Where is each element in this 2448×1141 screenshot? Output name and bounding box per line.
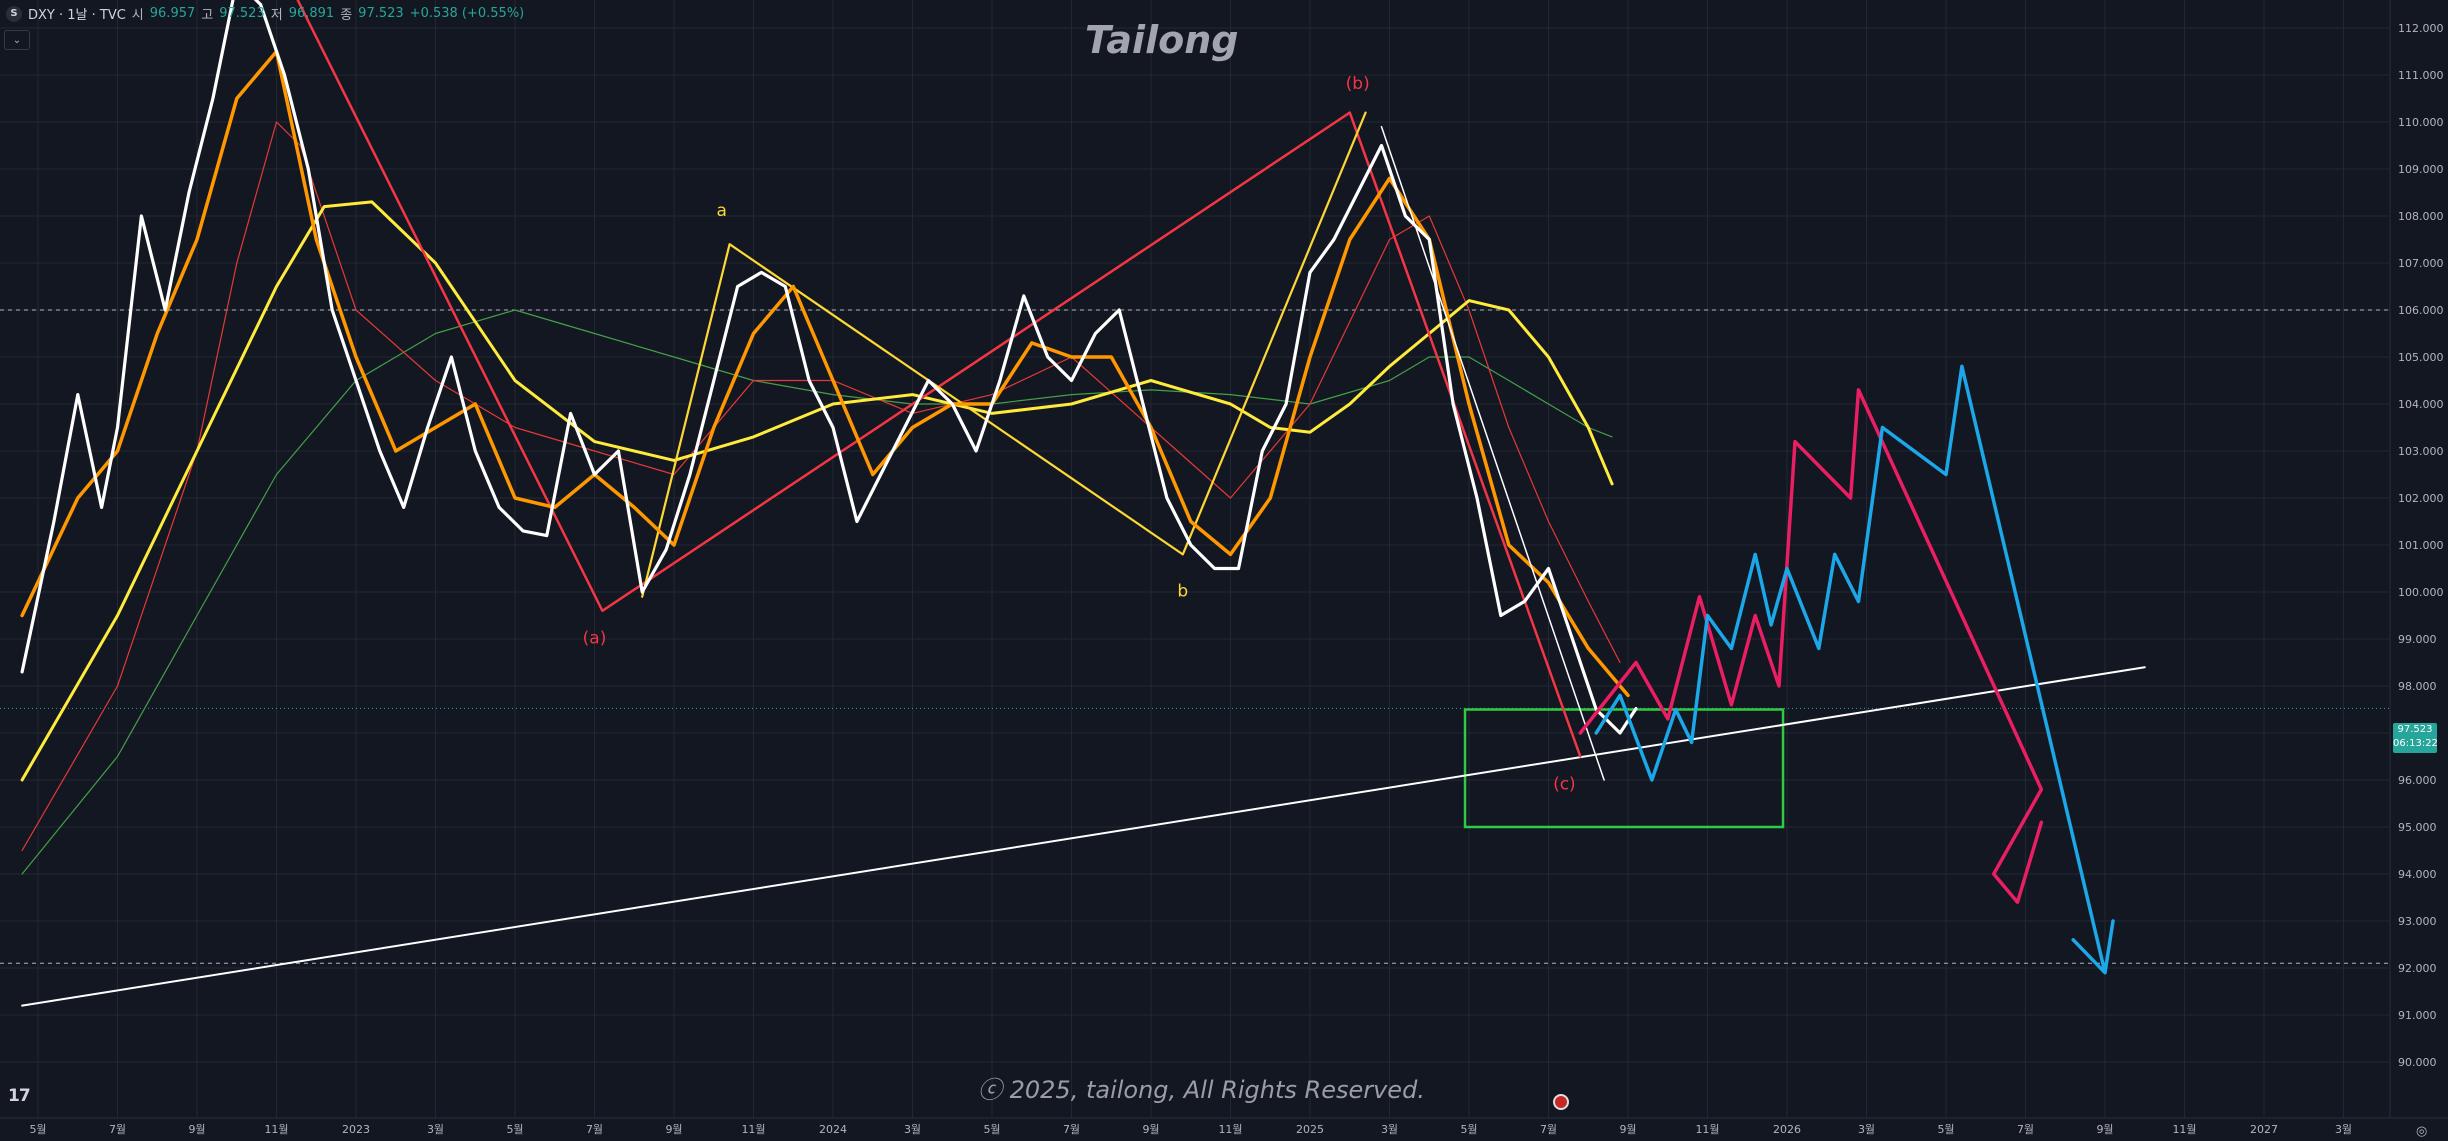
x-tick-label: 2024 [819, 1123, 847, 1136]
y-tick-label: 111.000 [2398, 69, 2444, 82]
x-tick-label: 3월 [1858, 1123, 1875, 1136]
x-tick-label: 11월 [1695, 1123, 1719, 1136]
x-tick-label: 11월 [264, 1123, 288, 1136]
x-tick-label: 11월 [1218, 1123, 1242, 1136]
y-tick-label: 103.000 [2398, 445, 2444, 458]
high-value: 97.523 [219, 6, 265, 21]
symbol-logo-icon: S [6, 5, 22, 22]
close-value: 97.523 [358, 6, 404, 21]
x-tick-label: 5월 [1937, 1123, 1954, 1136]
x-tick-label: 7월 [586, 1123, 603, 1136]
y-tick-label: 104.000 [2398, 398, 2444, 411]
y-tick-label: 96.000 [2398, 774, 2437, 787]
series-price [20, 0, 1638, 735]
y-tick-label: 101.000 [2398, 539, 2444, 552]
series-wave-yellow [641, 111, 1367, 598]
y-tick-label: 106.000 [2398, 304, 2444, 317]
time-axis: 5월 7월 9월 11월 2023 3월 5월 7월 9월 11월 2024 3월 5월 7월 9월 11월 2… [0, 1117, 2448, 1136]
price-axis: 112.000 111.000 110.000 109.000 108.000 107.0… [2389, 0, 2444, 1118]
x-tick-label: 3월 [427, 1123, 444, 1136]
y-tick-label: 102.000 [2398, 492, 2444, 505]
x-tick-label: 5월 [1460, 1123, 1477, 1136]
chart-plot-area: (a) a b (b) (c) [0, 0, 2390, 1007]
x-tick-label: 7월 [1540, 1123, 1557, 1136]
high-label: 고 [201, 8, 214, 23]
low-value: 96.891 [288, 6, 335, 21]
y-tick-label: 112.000 [2398, 22, 2444, 35]
legend-collapse-button[interactable]: ⌄ [4, 30, 30, 50]
y-tick-label: 109.000 [2398, 163, 2444, 176]
chevron-down-icon: ⌄ [12, 34, 22, 46]
current-price-badge: 97.523 06:13:22 [2393, 723, 2438, 753]
x-tick-label: 9월 [2096, 1123, 2113, 1136]
series-trendline-base [21, 666, 2146, 1007]
series-trendline-top [1380, 125, 1605, 781]
series-wave-red [296, 0, 1582, 758]
symbol-info-bar[interactable]: S DXY · 1날 · TVC 시 96.957 고 97.523 저 96.891… [6, 4, 524, 23]
us-flag-event-icon[interactable] [1553, 1094, 1569, 1110]
wave-label: (b) [1346, 74, 1370, 94]
wave-label: (c) [1553, 774, 1576, 794]
y-tick-label: 108.000 [2398, 210, 2444, 223]
y-tick-label: 94.000 [2398, 868, 2437, 881]
y-tick-label: 95.000 [2398, 821, 2437, 834]
y-tick-label: 105.000 [2398, 351, 2444, 364]
x-tick-label: 9월 [665, 1123, 682, 1136]
x-tick-label: 7월 [1063, 1123, 1080, 1136]
x-tick-label: 9월 [188, 1123, 205, 1136]
x-tick-label: 2027 [2250, 1123, 2278, 1136]
y-tick-label: 100.000 [2398, 586, 2444, 599]
x-tick-label: 7월 [2017, 1123, 2034, 1136]
series-forecast-pink [1578, 388, 2044, 904]
copyright-text: ⓒ 2025, tailong, All Rights Reserved. [978, 1076, 1425, 1104]
x-tick-label: 5월 [983, 1123, 1000, 1136]
y-tick-label: 99.000 [2398, 633, 2437, 646]
x-tick-label: 5월 [29, 1123, 46, 1136]
x-tick-label: 5월 [506, 1123, 523, 1136]
x-tick-label: 3월 [1381, 1123, 1398, 1136]
series-ma-red [21, 121, 1621, 852]
x-tick-label: 2026 [1773, 1123, 1801, 1136]
open-label: 시 [131, 8, 144, 23]
x-tick-label: 11월 [2172, 1123, 2196, 1136]
low-label: 저 [270, 8, 283, 23]
bar-countdown: 06:13:22 [2393, 738, 2438, 749]
watermark-text: Tailong [1085, 18, 1239, 62]
wave-label: (a) [583, 629, 607, 649]
x-tick-label: 11월 [741, 1123, 765, 1136]
x-tick-label: 2023 [342, 1123, 370, 1136]
wave-label: b [1177, 582, 1188, 602]
x-tick-label: 9월 [1142, 1123, 1159, 1136]
y-tick-label: 91.000 [2398, 1009, 2437, 1022]
current-price-value: 97.523 [2397, 724, 2433, 735]
tradingview-logo-icon[interactable]: 17 [8, 1086, 31, 1106]
y-tick-label: 93.000 [2398, 915, 2437, 928]
settings-icon[interactable]: ◎ [2416, 1124, 2428, 1139]
y-tick-label: 92.000 [2398, 962, 2437, 975]
series-ema-orange [20, 49, 1630, 698]
y-tick-label: 98.000 [2398, 680, 2437, 693]
y-tick-label: 110.000 [2398, 116, 2444, 129]
x-tick-label: 3월 [904, 1123, 921, 1136]
x-tick-label: 7월 [109, 1123, 126, 1136]
change-value: +0.538 (+0.55%) [409, 6, 525, 21]
series-ma-yellow [20, 200, 1614, 782]
open-value: 96.957 [149, 6, 196, 21]
close-label: 종 [340, 8, 353, 23]
x-tick-label: 3월 [2335, 1123, 2352, 1136]
series-forecast-blue [1594, 364, 2115, 975]
x-tick-label: 2025 [1296, 1123, 1324, 1136]
y-tick-label: 90.000 [2398, 1056, 2437, 1069]
y-tick-label: 107.000 [2398, 257, 2444, 270]
chart-grid [0, 0, 2390, 1118]
wave-label: a [716, 201, 726, 221]
symbol-title[interactable]: DXY · 1날 · TVC [28, 8, 126, 23]
x-tick-label: 9월 [1619, 1123, 1636, 1136]
